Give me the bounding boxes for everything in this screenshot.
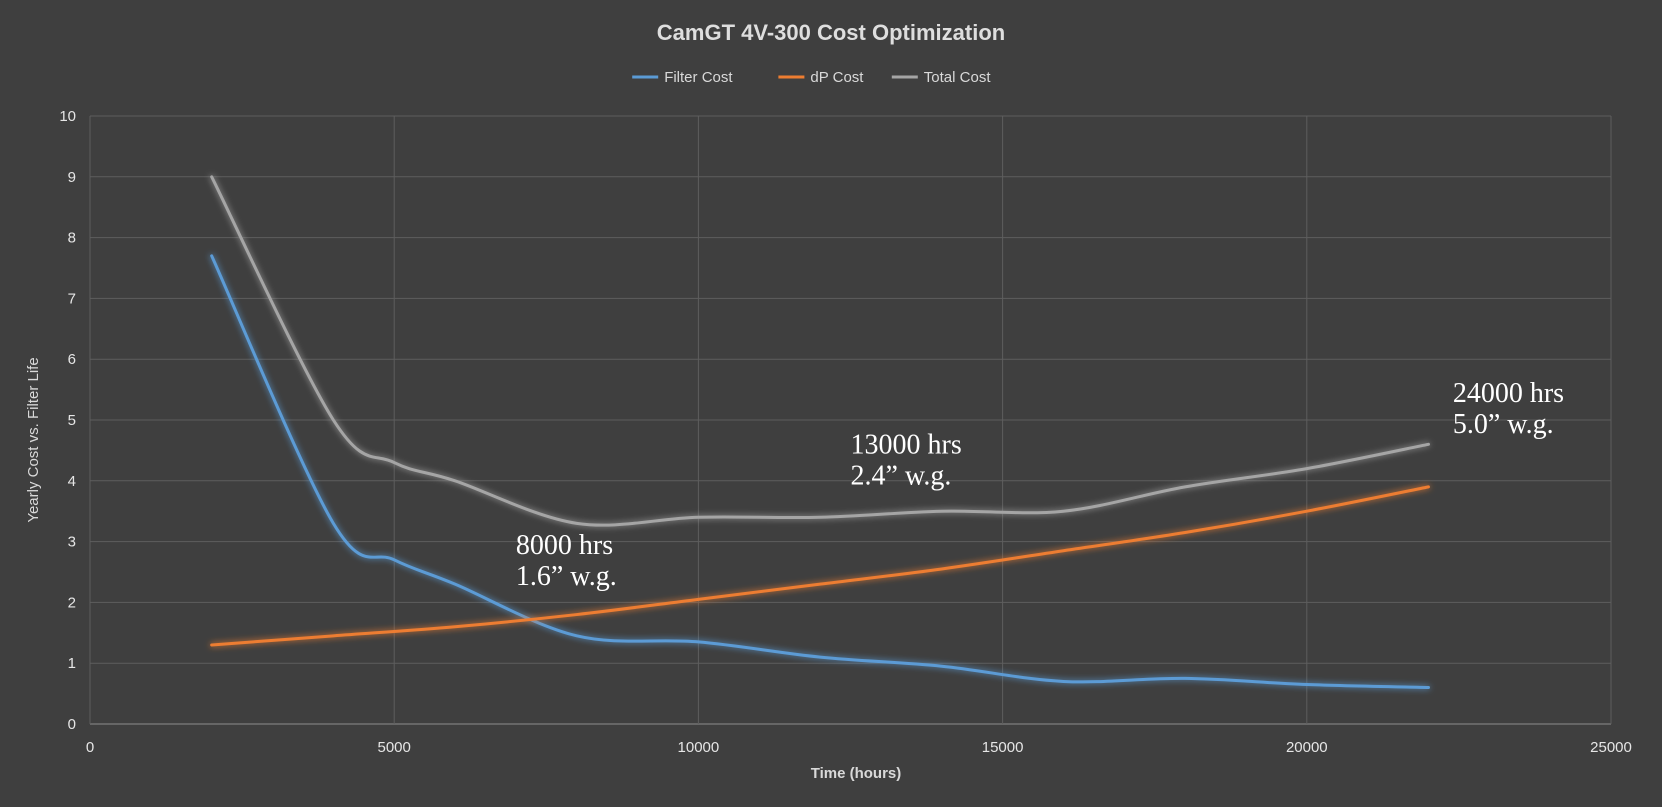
legend-label: Filter Cost [664,69,733,86]
x-tick-label: 20000 [1286,739,1328,756]
y-tick-label: 5 [68,412,76,429]
legend: Filter Cost dP Cost Total Cost [632,69,991,86]
annotation-label: 24000 hrs [1453,378,1564,409]
annotation-label: 5.0” w.g. [1453,409,1554,440]
annotation-label: 8000 hrs [516,530,613,561]
y-axis-title: Yearly Cost vs. Filter Life [25,357,42,522]
legend-label: dP Cost [810,69,864,86]
x-tick-label: 25000 [1590,739,1632,756]
y-tick-label: 3 [68,534,76,551]
y-tick-label: 10 [59,108,76,125]
annotation-label: 1.6” w.g. [516,561,617,592]
legend-label: Total Cost [924,69,992,86]
y-tick-label: 4 [68,473,76,490]
y-tick-label: 1 [68,655,76,672]
x-tick-label: 5000 [378,739,411,756]
x-axis-title: Time (hours) [811,765,902,782]
grid [89,115,1612,725]
y-tick-label: 6 [68,351,76,368]
y-tick-label: 9 [68,169,76,186]
y-tick-label: 0 [68,716,76,733]
x-tick-label: 10000 [678,739,720,756]
series-group [210,175,1430,690]
annotation-label: 2.4” w.g. [851,460,952,491]
series-line-filter-cost [210,254,1430,690]
annotation-label: 13000 hrs [851,429,962,460]
y-tick-label: 7 [68,290,76,307]
series-line-total-cost [210,175,1430,527]
x-tick-label: 0 [86,739,94,756]
y-tick-label: 2 [68,594,76,611]
chart-title: CamGT 4V-300 Cost Optimization [657,20,1005,45]
x-tick-label: 15000 [982,739,1024,756]
series-line-dp-cost [210,485,1430,647]
axis-ticks: 0 1 2 3 4 5 6 7 8 9 10 0 5000 10000 15000 20000 25000 [59,108,1632,756]
y-tick-label: 8 [68,230,76,247]
